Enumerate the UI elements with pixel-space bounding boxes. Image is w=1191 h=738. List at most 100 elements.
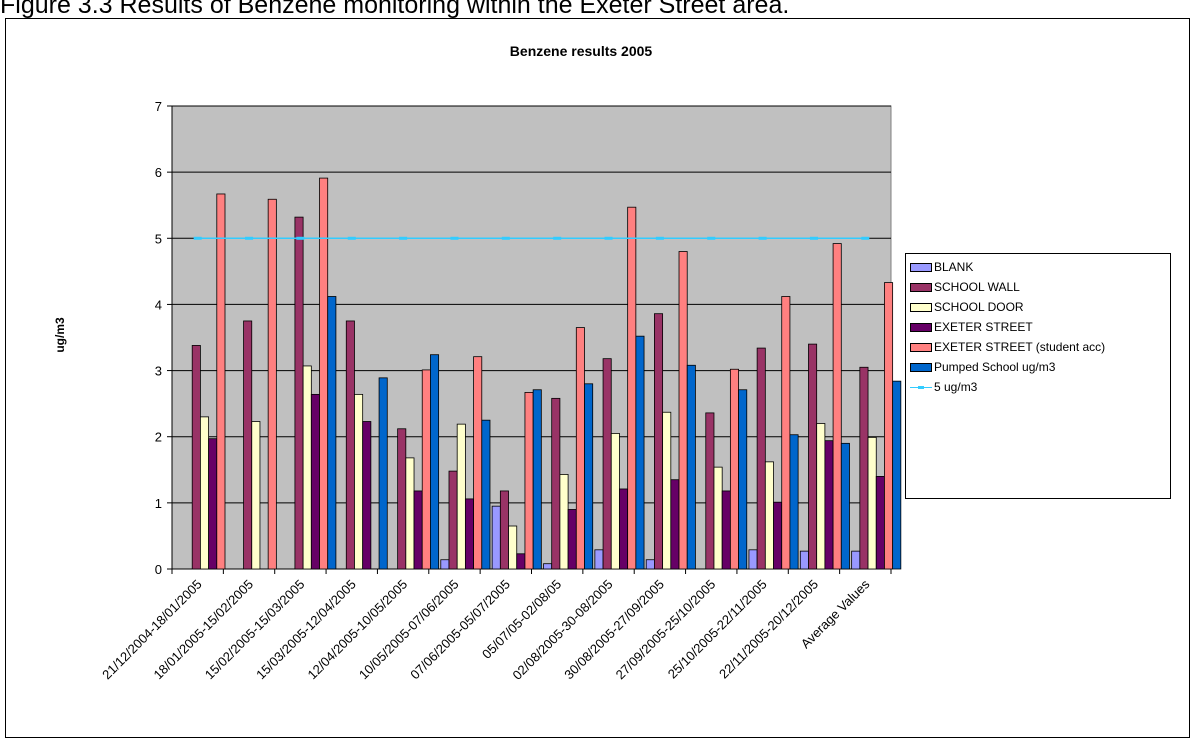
bar (216, 193, 226, 570)
chart-legend: BLANK SCHOOL WALL SCHOOL DOOR EXETER STREET… (905, 253, 1171, 499)
bar (705, 412, 715, 570)
bar (397, 428, 407, 570)
y-tick-label: 5 (155, 231, 162, 246)
bar (884, 282, 894, 570)
bar (840, 442, 850, 570)
x-tick-label: 22/11/2005-20/12/2005 (716, 577, 821, 682)
bar (756, 347, 766, 570)
x-tick-label: 02/08/2005-30-08/2005 (509, 577, 615, 683)
legend-swatch (910, 342, 932, 352)
x-tick-label: 21/12/2004-18/01/2005 (99, 577, 205, 683)
bar (440, 559, 450, 570)
bar (524, 391, 534, 570)
legend-item: SCHOOL WALL (910, 279, 1020, 295)
bar (243, 320, 253, 570)
bar (405, 457, 415, 570)
line-marker (347, 236, 356, 240)
bar (543, 563, 553, 570)
line-marker (296, 236, 305, 240)
bar (764, 461, 774, 570)
bar (551, 397, 561, 570)
bar (378, 377, 388, 570)
bar (354, 393, 364, 570)
bar (294, 216, 304, 570)
y-tick-label: 0 (155, 562, 162, 577)
x-tick-label: 10/05/2005-07/06/2005 (356, 577, 462, 683)
legend-label: SCHOOL WALL (934, 280, 1020, 294)
bar (421, 369, 431, 570)
bar (302, 365, 312, 570)
x-tick-label: 18/01/2005-15/02/2005 (150, 577, 256, 683)
bar (654, 313, 664, 570)
legend-label: EXETER STREET (student acc) (934, 340, 1106, 354)
legend-item: SCHOOL DOOR (910, 299, 1024, 315)
bar (251, 421, 261, 570)
legend-item: EXETER STREET (910, 319, 1033, 335)
x-tick-label: 27/09/2005-25/10/2005 (613, 577, 719, 683)
bar (713, 466, 723, 570)
x-tick-label: 30/08/2005-27/09/2005 (561, 577, 667, 683)
bar (567, 509, 577, 570)
bar (191, 345, 201, 570)
legend-item: Pumped School ug/m3 (910, 359, 1055, 375)
bar (729, 368, 739, 570)
legend-item: EXETER STREET (student acc) (910, 339, 1105, 355)
bar (584, 383, 594, 570)
line-marker (861, 236, 870, 240)
line-marker (809, 236, 818, 240)
bar (267, 198, 277, 570)
bar (456, 423, 466, 570)
bar (575, 327, 585, 570)
line-marker (553, 236, 562, 240)
legend-swatch (910, 262, 932, 272)
figure-caption: Figure 3.3 Results of Benzene monitoring… (0, 0, 790, 19)
bar (832, 243, 842, 570)
legend-item: BLANK (910, 259, 973, 275)
bar (413, 490, 423, 570)
bar (602, 358, 612, 570)
bar (875, 475, 885, 570)
chart-title: Benzene results 2005 (510, 43, 653, 59)
legend-swatch (910, 282, 932, 292)
bar (851, 550, 861, 570)
bar (645, 559, 655, 570)
bar (816, 423, 826, 570)
bar (448, 470, 458, 570)
x-tick-label: 15/03/2005-12/04/2005 (253, 577, 359, 683)
bar (481, 419, 491, 570)
bar (662, 411, 672, 570)
line-marker (707, 236, 716, 240)
bar (635, 335, 645, 570)
bar (559, 474, 569, 570)
legend-label: Pumped School ug/m3 (934, 360, 1056, 374)
bar (362, 421, 372, 570)
y-tick-label: 2 (155, 430, 162, 445)
x-tick-label: 07/06/2005-05/07/2005 (407, 577, 513, 683)
legend-swatch (910, 383, 932, 392)
line-marker (399, 236, 408, 240)
y-axis-label: ug/m3 (53, 317, 67, 353)
bar (824, 440, 834, 570)
x-tick-label: 15/02/2005-15/03/2005 (202, 577, 308, 683)
bar (738, 389, 748, 570)
y-tick-label: 6 (155, 165, 162, 180)
y-tick-label: 4 (155, 297, 162, 312)
bar (686, 364, 696, 570)
bar (808, 343, 818, 570)
line-marker (193, 236, 202, 240)
line-marker (604, 236, 613, 240)
legend-label: EXETER STREET (934, 320, 1033, 334)
bar (789, 434, 799, 570)
bar (799, 550, 809, 570)
line-marker (245, 236, 254, 240)
line-marker (758, 236, 767, 240)
bar (748, 549, 758, 570)
x-tick-label: 25/10/2005-22/11/2005 (665, 577, 770, 682)
bar (678, 251, 688, 570)
legend-item: 5 ug/m3 (910, 379, 977, 395)
y-tick-label: 7 (155, 99, 162, 114)
bar (310, 393, 320, 570)
y-tick-label: 1 (155, 496, 162, 511)
bar (516, 553, 526, 570)
